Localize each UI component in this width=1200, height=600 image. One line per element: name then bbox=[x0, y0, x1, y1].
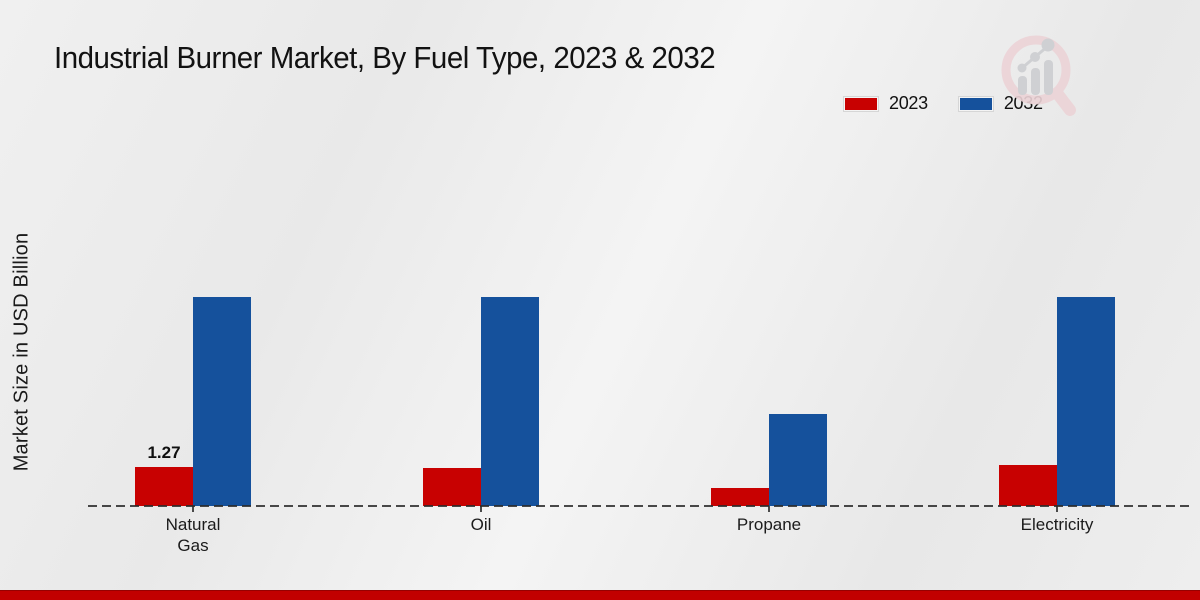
x-axis-label-electricity: Electricity bbox=[1020, 515, 1094, 534]
x-axis-tick bbox=[1056, 506, 1058, 512]
bar-2023-natural-gas bbox=[135, 466, 193, 506]
x-axis-label-propane: Propane bbox=[736, 515, 802, 534]
x-axis-label-natural-gas: Natural Gas bbox=[165, 515, 221, 556]
bar-2032-oil bbox=[481, 297, 539, 506]
x-axis-baseline-dashed bbox=[88, 505, 1190, 507]
bar-2023-electricity bbox=[999, 465, 1057, 506]
x-axis-tick bbox=[480, 506, 482, 512]
bar-2032-propane bbox=[769, 413, 827, 506]
x-axis-tick bbox=[192, 506, 194, 512]
magnifier-growth-chart-logo-icon bbox=[1001, 35, 1076, 116]
legend-item-2023: 2023 bbox=[843, 93, 928, 114]
legend-swatch-2023 bbox=[843, 95, 879, 112]
x-axis-label-oil: Oil bbox=[470, 515, 492, 534]
bar-2032-natural-gas bbox=[193, 297, 251, 506]
bar-2023-propane bbox=[711, 488, 769, 506]
chart-title: Industrial Burner Market, By Fuel Type, … bbox=[54, 40, 716, 75]
x-axis-tick bbox=[768, 506, 770, 512]
legend-label-2023: 2023 bbox=[889, 93, 928, 113]
bar-2032-electricity bbox=[1057, 297, 1115, 506]
bar-2023-oil bbox=[423, 467, 481, 506]
legend: 2023 2032 bbox=[843, 93, 1043, 114]
bar-value-label: 1.27 bbox=[147, 442, 181, 462]
bottom-accent-stripe bbox=[0, 590, 1200, 600]
legend-swatch-2032 bbox=[957, 95, 994, 112]
